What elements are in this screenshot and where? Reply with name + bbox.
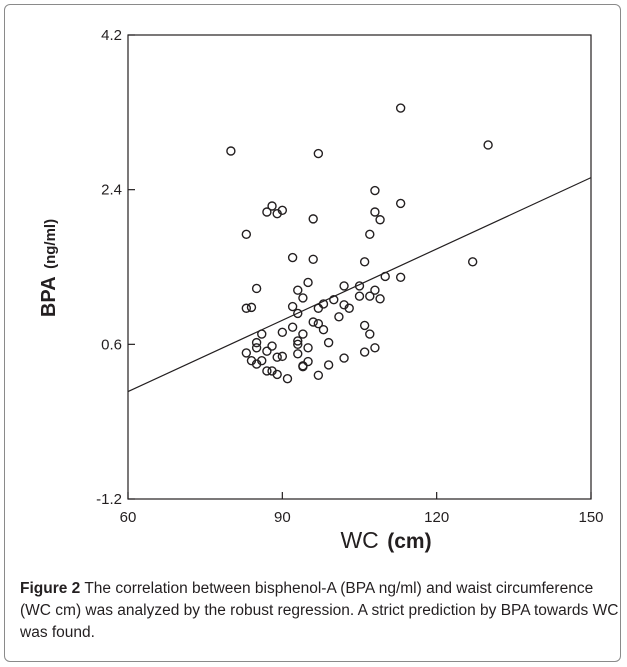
data-point bbox=[359, 347, 370, 357]
caption-label: Figure 2 bbox=[20, 580, 81, 597]
data-point bbox=[313, 148, 324, 159]
data-point bbox=[272, 209, 282, 219]
x-tick-label: 60 bbox=[120, 509, 137, 526]
data-point bbox=[277, 351, 288, 362]
data-point bbox=[251, 343, 262, 353]
y-axis-tick-labels: -1.2 0.6 2.4 4.2 bbox=[96, 27, 122, 508]
data-point bbox=[334, 312, 344, 322]
x-tick-label: 120 bbox=[424, 509, 449, 526]
data-point bbox=[293, 339, 303, 350]
data-point bbox=[380, 271, 390, 282]
data-point bbox=[318, 325, 329, 335]
data-point bbox=[339, 353, 349, 363]
data-point bbox=[303, 277, 313, 288]
data-point bbox=[287, 301, 298, 312]
data-point bbox=[365, 329, 375, 339]
data-point bbox=[339, 281, 349, 291]
y-tick-label: -1.2 bbox=[96, 491, 122, 508]
y-axis-title-unit: (ng/ml) bbox=[42, 219, 59, 269]
data-point bbox=[287, 252, 298, 263]
data-point bbox=[359, 257, 370, 267]
data-point bbox=[272, 369, 282, 380]
data-point bbox=[267, 201, 277, 211]
data-point bbox=[293, 336, 303, 346]
x-tick-label: 150 bbox=[578, 509, 603, 526]
data-point bbox=[323, 337, 334, 348]
data-point bbox=[308, 254, 318, 264]
data-point bbox=[287, 322, 298, 332]
data-points bbox=[226, 103, 493, 384]
data-point bbox=[277, 327, 288, 338]
figure-frame bbox=[4, 4, 621, 662]
data-point bbox=[313, 370, 324, 380]
data-point bbox=[395, 272, 406, 283]
data-point bbox=[313, 319, 324, 329]
data-point bbox=[257, 329, 267, 339]
x-axis-title-unit: (cm) bbox=[387, 530, 431, 553]
data-point bbox=[308, 214, 318, 224]
data-point bbox=[375, 215, 385, 225]
y-tick-label: 0.6 bbox=[101, 336, 122, 353]
y-axis-title-main: BPA bbox=[38, 276, 60, 317]
data-point bbox=[370, 207, 380, 217]
x-tick-label: 90 bbox=[274, 509, 291, 526]
data-point bbox=[370, 185, 380, 196]
data-point bbox=[241, 303, 252, 313]
regression-line bbox=[127, 177, 592, 393]
data-point bbox=[262, 366, 272, 376]
x-axis-tick-labels: 60 90 120 150 bbox=[120, 509, 604, 526]
x-axis-title-main: WC bbox=[340, 527, 378, 553]
data-point bbox=[267, 341, 277, 351]
plot-area bbox=[127, 34, 592, 500]
data-point bbox=[303, 343, 313, 353]
data-point bbox=[298, 293, 308, 303]
data-point bbox=[354, 281, 365, 291]
data-point bbox=[483, 140, 493, 150]
data-point bbox=[375, 294, 385, 304]
data-point bbox=[313, 303, 324, 313]
data-point bbox=[370, 343, 380, 353]
data-point bbox=[370, 285, 380, 295]
data-point bbox=[251, 359, 262, 369]
data-point bbox=[293, 285, 303, 295]
data-point bbox=[298, 329, 308, 339]
data-point bbox=[272, 352, 282, 362]
data-point bbox=[226, 146, 236, 156]
y-tick-label: 4.2 bbox=[101, 27, 122, 44]
scatter-chart: -1.2 0.6 2.4 4.2 60 90 120 150 WC (cm) BPA (ng… bbox=[38, 27, 604, 553]
caption-text: The correlation between bisphenol-A (BPA… bbox=[20, 580, 619, 641]
data-point bbox=[354, 291, 365, 301]
data-point bbox=[241, 348, 252, 358]
x-axis-ticks bbox=[127, 492, 592, 499]
data-point bbox=[293, 308, 303, 319]
data-point bbox=[308, 317, 318, 327]
data-point bbox=[344, 303, 354, 313]
data-point bbox=[329, 294, 339, 305]
data-point bbox=[395, 103, 406, 113]
data-point bbox=[262, 207, 272, 217]
data-point bbox=[467, 257, 478, 267]
data-point bbox=[251, 337, 262, 348]
y-tick-label: 2.4 bbox=[101, 182, 122, 199]
data-point bbox=[365, 291, 375, 301]
data-point bbox=[251, 283, 262, 294]
data-point bbox=[395, 198, 406, 209]
data-point bbox=[323, 360, 334, 370]
data-point bbox=[241, 229, 252, 240]
data-point bbox=[359, 320, 370, 331]
regression-line-group bbox=[127, 177, 592, 393]
x-axis-title: WC (cm) bbox=[340, 527, 431, 553]
data-point bbox=[298, 361, 308, 372]
y-axis-title: BPA (ng/ml) bbox=[38, 219, 60, 317]
data-point bbox=[282, 374, 293, 384]
data-point bbox=[246, 302, 257, 313]
data-point bbox=[365, 229, 375, 240]
y-axis-ticks bbox=[128, 34, 135, 500]
data-point bbox=[293, 349, 303, 359]
data-point bbox=[262, 346, 272, 356]
figure-caption: Figure 2 The correlation between bisphen… bbox=[20, 578, 620, 644]
